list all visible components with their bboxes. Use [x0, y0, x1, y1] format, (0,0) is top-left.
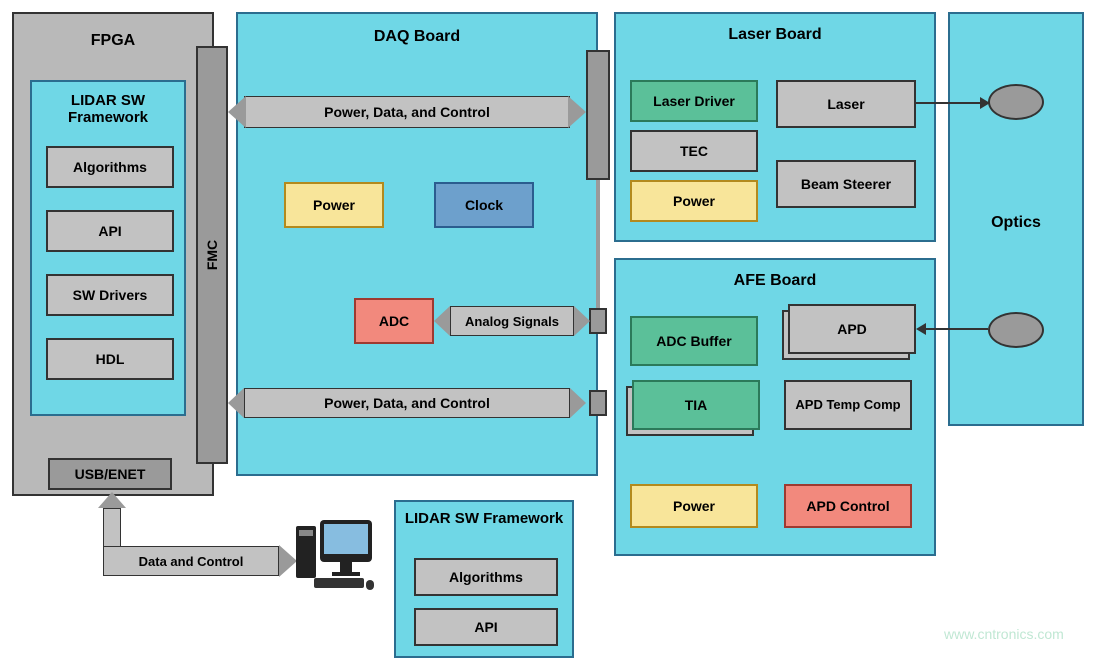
afe-power: Power — [630, 484, 758, 528]
fpga-framework: LIDAR SW Framework Algorithms API SW Dri… — [30, 80, 186, 416]
apd-temp: APD Temp Comp — [784, 380, 912, 430]
daq-adc: ADC — [354, 298, 434, 344]
arrow-dc-label: Data and Control — [139, 554, 244, 569]
arrow-analog-head-l — [434, 306, 450, 336]
optics-lens-bot — [988, 312, 1044, 348]
pc-fw-algorithms: Algorithms — [414, 558, 558, 596]
daq-connector-top — [586, 50, 610, 180]
arrow-analog-label: Analog Signals — [465, 314, 559, 329]
daq-title: DAQ Board — [238, 28, 596, 46]
laser-block: Laser — [776, 80, 916, 128]
fw-item-hdl: HDL — [46, 338, 174, 380]
daq-right-link — [596, 180, 600, 308]
optics-title: Optics — [950, 214, 1082, 232]
arrow-usb-vert — [103, 508, 121, 548]
apd: APD — [788, 304, 916, 354]
computer-icon — [296, 516, 374, 592]
pc-fw-api: API — [414, 608, 558, 646]
beam-steerer: Beam Steerer — [776, 160, 916, 208]
laser-driver: Laser Driver — [630, 80, 758, 122]
daq-connector-bot — [589, 390, 607, 416]
arrow-top-head-l — [228, 96, 246, 128]
fw-item-algorithms: Algorithms — [46, 146, 174, 188]
usb-enet: USB/ENET — [48, 458, 172, 490]
arrow-dc-head — [279, 545, 297, 577]
tia: TIA — [632, 380, 760, 430]
arrow-bot-head-r — [570, 388, 586, 418]
fpga-title: FPGA — [14, 32, 212, 50]
arrow-bot-label: Power, Data, and Control — [324, 395, 490, 411]
arrow-power-data-bot: Power, Data, and Control — [244, 388, 570, 418]
arrow-power-data-top: Power, Data, and Control — [244, 96, 570, 128]
arrow-data-control: Data and Control — [103, 546, 279, 576]
pc-framework: LIDAR SW Framework Algorithms API — [394, 500, 574, 658]
laser-tec: TEC — [630, 130, 758, 172]
apd-control: APD Control — [784, 484, 912, 528]
arrow-top-head-r — [568, 96, 586, 128]
arrow-analog: Analog Signals — [450, 306, 574, 336]
fmc-label: FMC — [204, 240, 220, 270]
arrow-top-label: Power, Data, and Control — [324, 104, 490, 120]
fmc-bar: FMC — [196, 46, 228, 464]
arrow-bot-head-l — [228, 388, 244, 418]
arrow-usb-up — [98, 492, 126, 508]
laser-power: Power — [630, 180, 758, 222]
fw-item-swdrivers: SW Drivers — [46, 274, 174, 316]
daq-clock: Clock — [434, 182, 534, 228]
arrow-optics-apd — [924, 328, 988, 330]
adc-buffer: ADC Buffer — [630, 316, 758, 366]
watermark: www.cntronics.com — [944, 626, 1064, 642]
optics-panel: Optics — [948, 12, 1084, 426]
pc-fw-title: LIDAR SW Framework — [404, 510, 564, 527]
laser-title: Laser Board — [616, 26, 934, 44]
optics-lens-top — [988, 84, 1044, 120]
fw-item-api: API — [46, 210, 174, 252]
afe-title: AFE Board — [616, 272, 934, 290]
arrow-laser-optics — [916, 102, 982, 104]
arrow-optics-apd-head — [916, 323, 926, 335]
daq-power: Power — [284, 182, 384, 228]
arrow-analog-head-r — [574, 306, 590, 336]
arrow-laser-optics-head — [980, 97, 990, 109]
daq-connector-mid — [589, 308, 607, 334]
fpga-fw-title: LIDAR SW Framework — [40, 92, 176, 126]
